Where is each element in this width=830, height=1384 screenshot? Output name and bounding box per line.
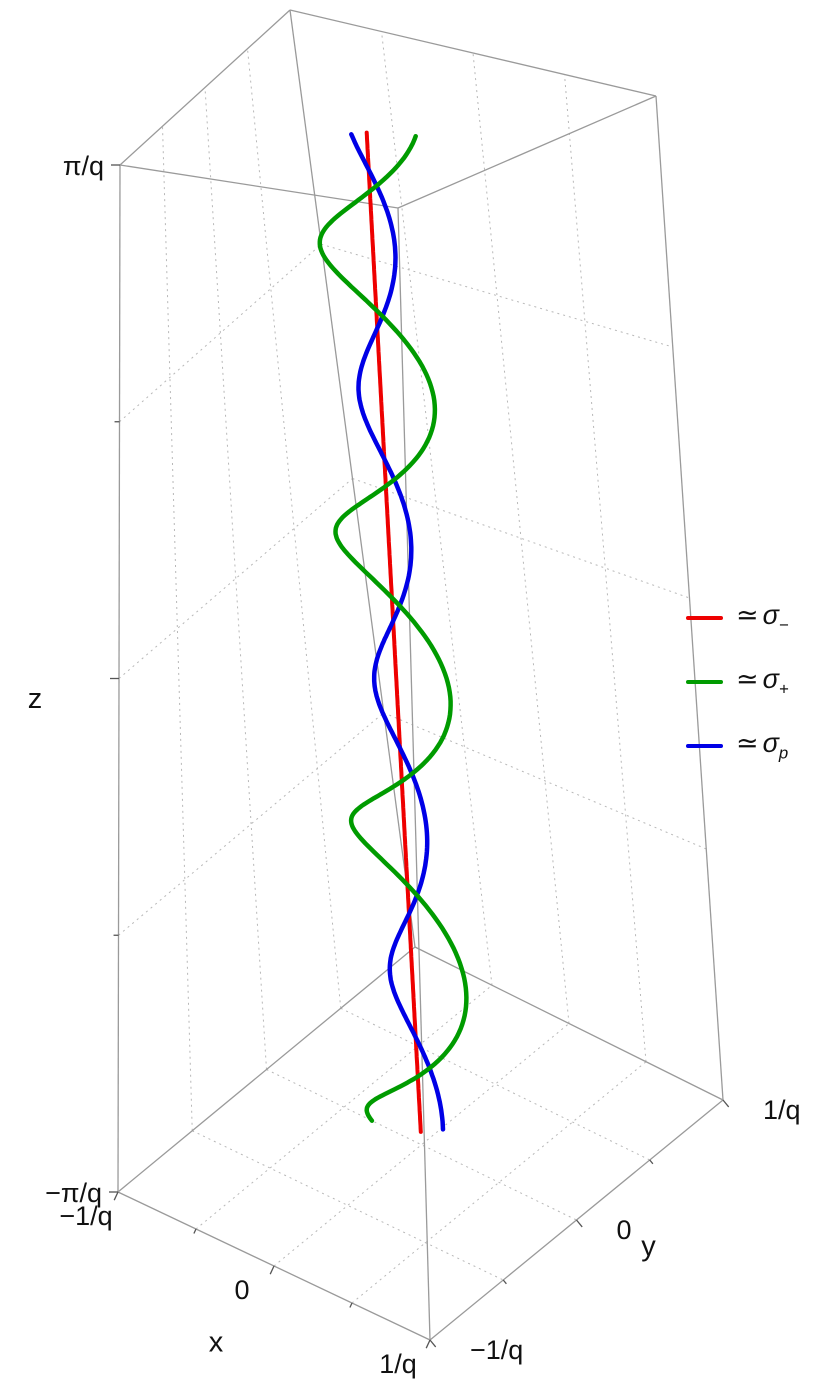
x-axis-tick — [349, 1302, 353, 1308]
grid-left-wall-vertical — [247, 48, 342, 1009]
y-axis-tick — [429, 1339, 437, 1348]
x-axis-tick — [425, 1339, 431, 1349]
y-tick-label: 1/q — [763, 1095, 801, 1125]
box-top-edge — [397, 95, 657, 209]
z-tick-label: π/q — [63, 151, 104, 181]
legend-line-sigma-plus — [686, 680, 723, 685]
box-bottom-edge — [414, 946, 724, 1101]
box-vertical-edge — [289, 9, 416, 948]
x-axis-tick — [269, 1265, 275, 1275]
y-axis-tick — [575, 1219, 583, 1228]
curve-sigma-p — [349, 132, 446, 1132]
z-axis-title: z — [28, 683, 43, 715]
grid-floor-x-line — [195, 984, 493, 1230]
grid-floor-y-line — [192, 1130, 504, 1281]
x-tick-label: −1/q — [59, 1201, 112, 1231]
curve-sigma-plus — [317, 133, 469, 1123]
legend: ≃ σ− ≃ σ+ ≃ σp — [686, 602, 789, 762]
grid-left-wall-vertical — [204, 87, 267, 1070]
grid-left-wall-vertical — [162, 126, 193, 1131]
curve-sigma-minus — [364, 130, 423, 1134]
box-top-edge — [119, 9, 291, 166]
legend-label-sigma-minus: ≃ σ− — [736, 600, 789, 635]
y-tick-label: 0 — [617, 1215, 632, 1245]
grid-back-wall-vertical — [564, 74, 647, 1062]
y-axis-title: y — [641, 1231, 656, 1263]
box-bottom-edge — [117, 946, 416, 1193]
grid-floor-x-line — [273, 1023, 570, 1267]
axis-ticks — [109, 164, 730, 1349]
legend-label-sigma-p: ≃ σp — [736, 728, 789, 763]
x-axis-tick — [193, 1228, 197, 1234]
x-tick-label: 1/q — [379, 1349, 417, 1379]
box-top-edge — [119, 164, 399, 209]
axes-box — [117, 9, 724, 1341]
curve-path-sigma-p — [349, 132, 446, 1132]
legend-line-sigma-minus — [686, 616, 723, 621]
legend-item-sigma-plus: ≃ σ+ — [686, 666, 789, 698]
curve-path-sigma-minus — [364, 130, 423, 1134]
grid-floor-y-line — [340, 1007, 650, 1161]
z-tick-label: −π/q — [45, 1178, 102, 1208]
axis-labels: π/q −π/q z −1/q 0 1/q x −1/q 0 1/q y — [28, 151, 801, 1379]
legend-line-sigma-p — [686, 744, 723, 749]
grid-back-wall-vertical — [472, 52, 570, 1024]
grid-back-wall-horizontal — [321, 243, 673, 348]
y-tick-label: −1/q — [470, 1335, 523, 1365]
grid-back-wall-vertical — [381, 31, 493, 986]
legend-item-sigma-p: ≃ σp — [686, 730, 789, 762]
grid-back-wall-horizontal — [383, 712, 707, 850]
grid-left-wall-horizontal — [118, 712, 385, 936]
x-axis-tick — [113, 1191, 119, 1201]
y-axis-tick — [722, 1099, 730, 1108]
box-vertical-edge — [655, 95, 724, 1101]
grid-left-wall-horizontal — [118, 478, 353, 679]
grid-floor-y-line — [266, 1069, 577, 1221]
x-tick-label: 0 — [234, 1275, 249, 1305]
x-axis-title: x — [209, 1327, 224, 1359]
legend-label-sigma-plus: ≃ σ+ — [736, 664, 789, 699]
y-axis-tick — [649, 1159, 654, 1165]
grid-left-wall-horizontal — [119, 243, 322, 423]
legend-item-sigma-minus: ≃ σ− — [686, 602, 789, 634]
y-axis-tick — [502, 1279, 507, 1285]
box-top-edge — [289, 9, 657, 97]
grid-lines — [118, 31, 707, 1304]
curve-path-sigma-plus — [317, 133, 469, 1123]
